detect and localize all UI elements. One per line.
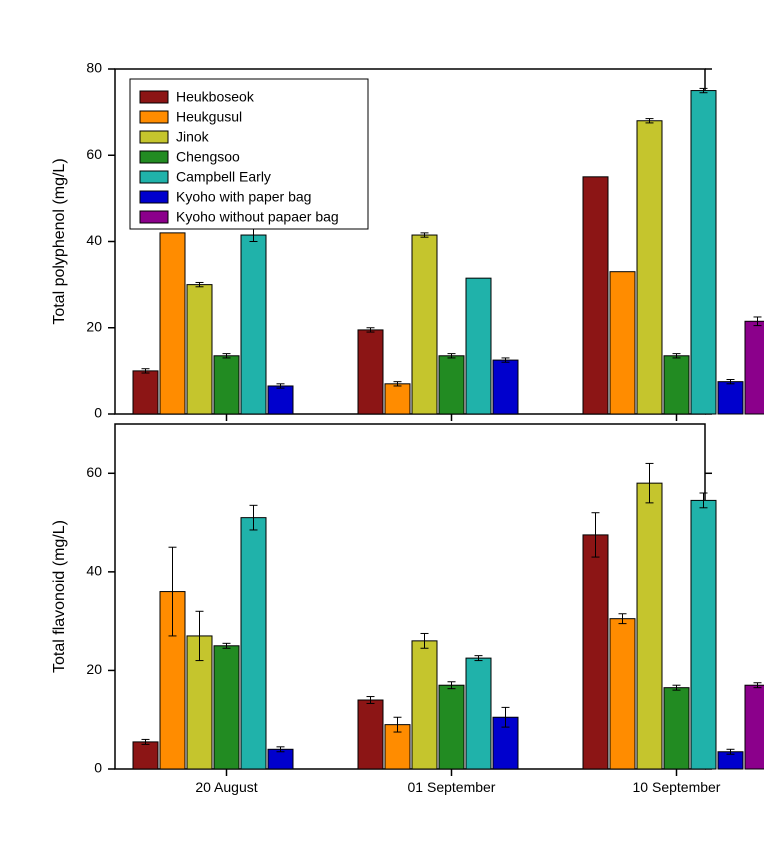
ytick-label: 80: [86, 60, 102, 76]
legend-swatch: [140, 131, 168, 143]
legend-label: Chengsoo: [176, 149, 240, 165]
bar: [493, 360, 518, 414]
bar: [691, 91, 716, 414]
bar: [241, 235, 266, 414]
bar: [466, 278, 491, 414]
bar: [412, 641, 437, 769]
legend-label: Campbell Early: [176, 169, 271, 185]
bar: [583, 535, 608, 769]
legend-label: Heukgusul: [176, 109, 242, 125]
bar: [718, 382, 743, 414]
legend-label: Jinok: [176, 129, 210, 145]
legend: Heukboseok Heukgusul Jinok Chengsoo Campbell…: [130, 79, 368, 229]
ytick-label: 0: [94, 760, 102, 776]
ytick-label: 60: [86, 464, 102, 480]
bar: [610, 272, 635, 414]
bar: [439, 356, 464, 414]
bar: [160, 233, 185, 414]
bar: [133, 371, 158, 414]
legend-label: Kyoho with paper bag: [176, 189, 311, 205]
chart-svg: 0 20 40 60 80 Total polyphenol (mg/L) 0 20 40 60 T…: [0, 0, 764, 842]
bar: [412, 235, 437, 414]
bar: [745, 685, 764, 769]
yaxis-label: Total polyphenol (mg/L): [51, 158, 68, 324]
bar: [439, 685, 464, 769]
bar: [745, 321, 764, 414]
xtick-label: 20 August: [195, 779, 257, 795]
bar: [358, 700, 383, 769]
chart-figure: 0 20 40 60 80 Total polyphenol (mg/L) 0 20 40 60 T…: [0, 0, 764, 842]
yaxis-label: Total flavonoid (mg/L): [51, 520, 68, 673]
xtick-label: 10 September: [633, 779, 721, 795]
legend-label: Kyoho without papaer bag: [176, 209, 339, 225]
ytick-label: 20: [86, 661, 102, 677]
ytick-label: 40: [86, 232, 102, 248]
legend-swatch: [140, 171, 168, 183]
ytick-label: 60: [86, 146, 102, 162]
bar: [637, 121, 662, 414]
bar: [241, 518, 266, 769]
bar: [214, 356, 239, 414]
legend-swatch: [140, 91, 168, 103]
bar: [268, 386, 293, 414]
bar: [214, 646, 239, 769]
bar: [691, 500, 716, 769]
bar: [664, 356, 689, 414]
legend-swatch: [140, 191, 168, 203]
ytick-label: 20: [86, 318, 102, 334]
legend-swatch: [140, 211, 168, 223]
bar: [610, 619, 635, 769]
legend-label: Heukboseok: [176, 89, 255, 105]
ytick-label: 40: [86, 563, 102, 579]
xtick-label: 01 September: [408, 779, 496, 795]
ytick-label: 0: [94, 405, 102, 421]
bar: [385, 384, 410, 414]
legend-swatch: [140, 111, 168, 123]
legend-swatch: [140, 151, 168, 163]
bar: [664, 688, 689, 769]
bar: [637, 483, 662, 769]
bar: [466, 658, 491, 769]
bar: [187, 285, 212, 414]
bar: [583, 177, 608, 414]
bar: [133, 742, 158, 769]
bar: [358, 330, 383, 414]
